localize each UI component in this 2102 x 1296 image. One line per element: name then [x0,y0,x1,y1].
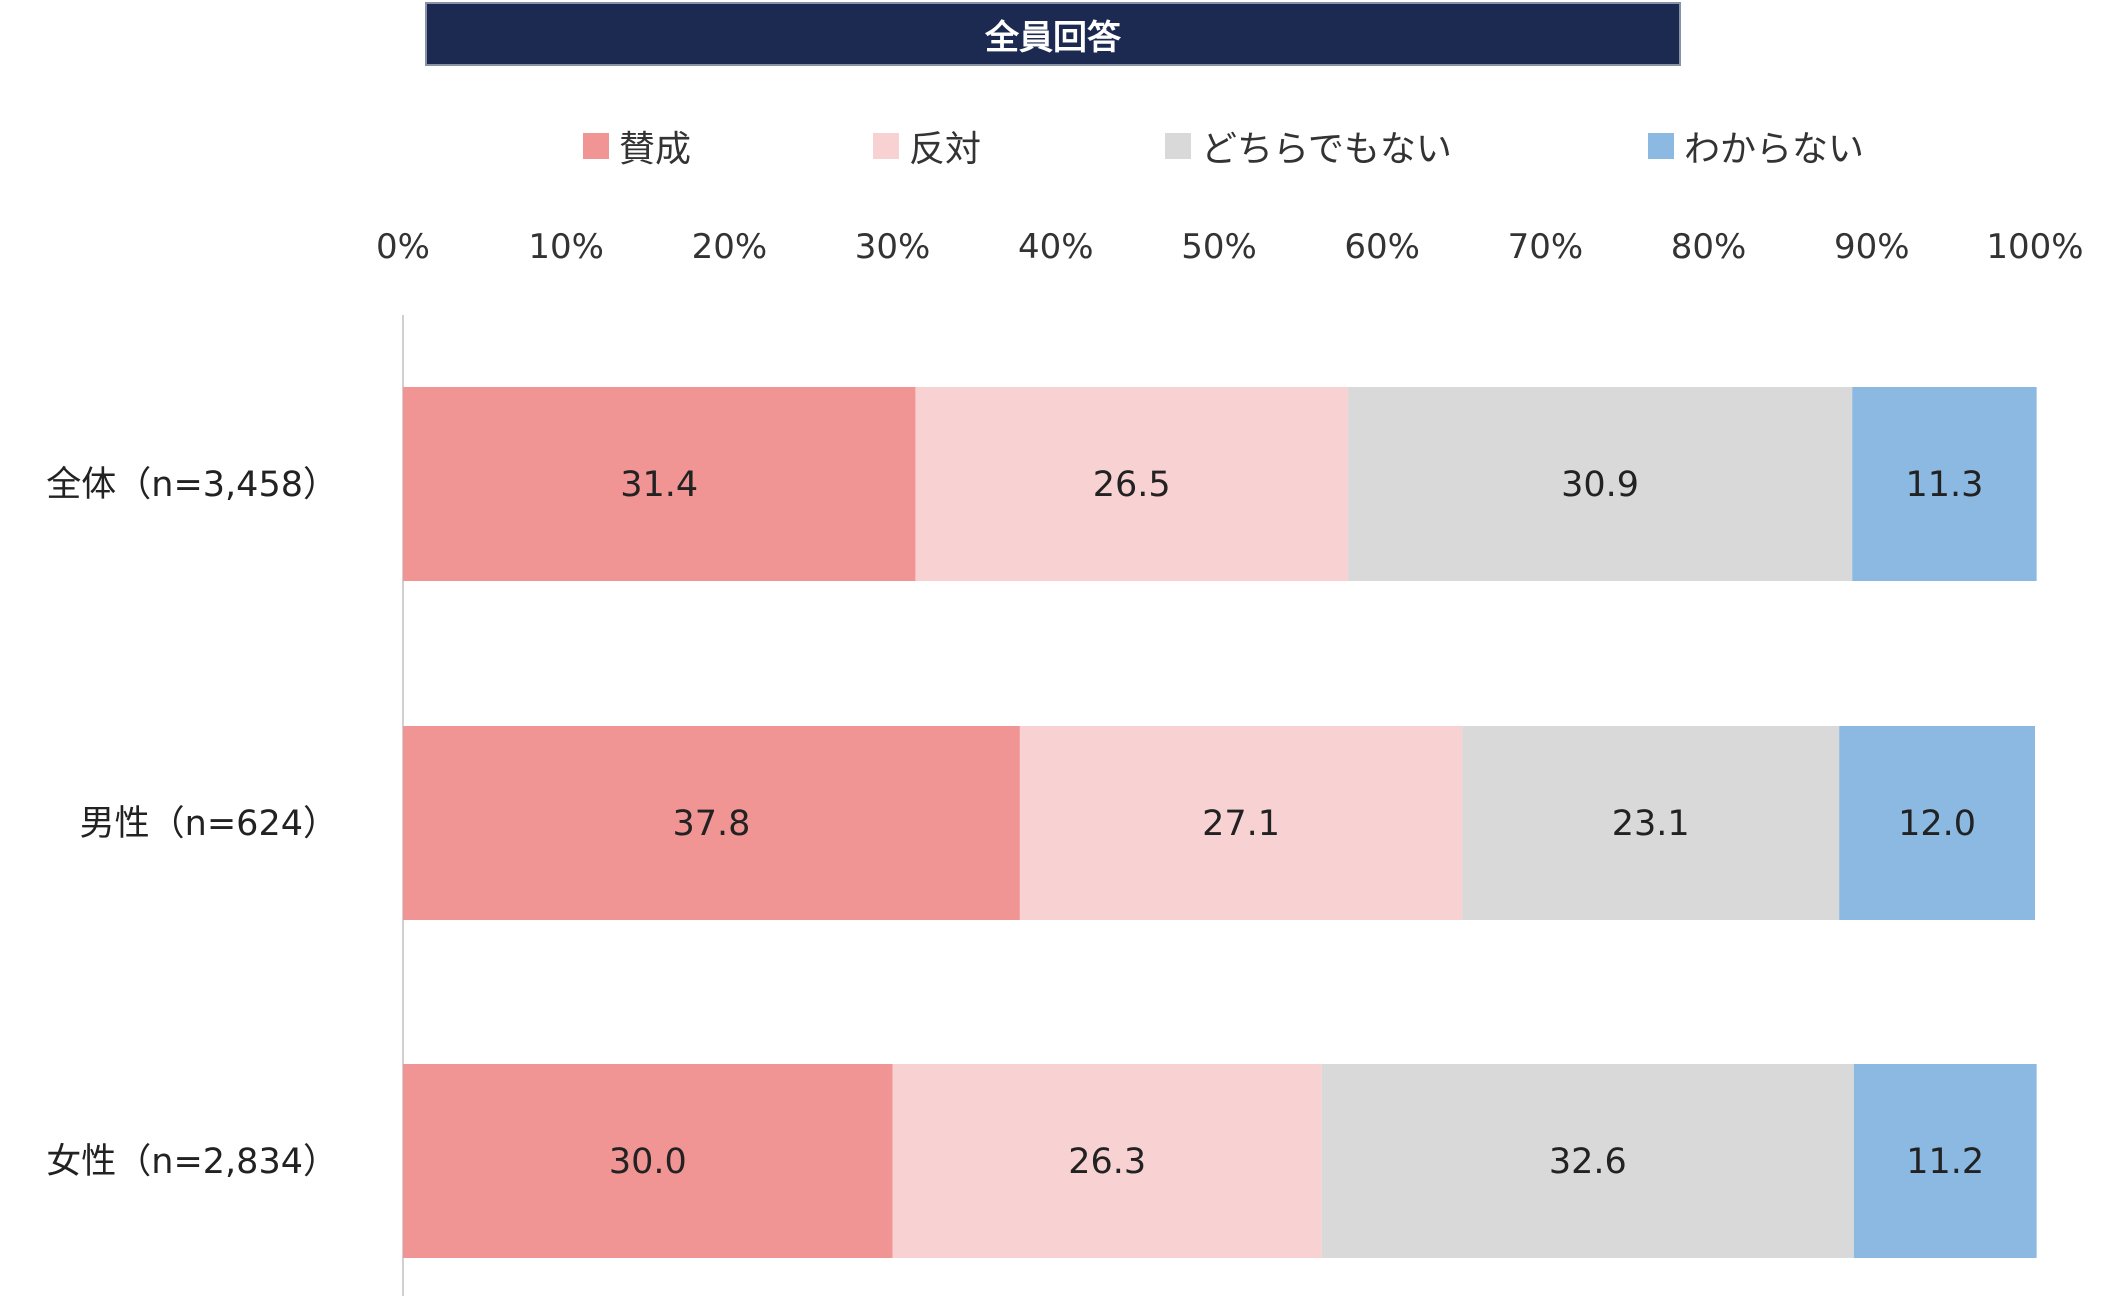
legend-item-agree: 賛成 [583,118,691,174]
data-label: 27.1 [1202,804,1280,844]
bar-segment [915,387,1348,581]
x-tick-label: 100% [1986,227,2083,267]
data-label: 26.3 [1068,1142,1146,1182]
data-label: 30.0 [609,1142,687,1182]
bar-segment [403,726,1020,920]
x-tick-label: 20% [692,227,768,267]
legend-swatch [1648,133,1674,159]
legend-swatch [583,133,609,159]
category-label: 男性（n=624） [80,804,338,844]
bar-segment [403,1064,893,1258]
bar-segment [1852,387,2037,581]
bar-segment [403,387,916,581]
data-label: 26.5 [1093,465,1171,505]
bar-segment [1019,726,1463,920]
x-tick-label: 70% [1508,227,1584,267]
data-label: 12.0 [1898,804,1976,844]
legend-label: わからない [1684,129,1865,170]
x-tick-label: 40% [1018,227,1094,267]
x-tick-label: 90% [1834,227,1910,267]
bar-segment [1853,1064,2037,1258]
x-tick-label: 50% [1181,227,1257,267]
legend: 賛成 反対 どちらでもない わからない [0,118,2102,174]
bar-segment [1839,726,2035,920]
x-tick-label: 60% [1344,227,1420,267]
data-label: 11.2 [1906,1142,1984,1182]
legend-label: 反対 [909,129,982,170]
data-label: 31.4 [620,465,698,505]
x-tick-label: 0% [376,227,430,267]
legend-item-unknown: わからない [1648,118,1864,174]
bar-segment [1321,1064,1854,1258]
bar-segment [892,1064,1322,1258]
category-label: 女性（n=2,834） [46,1142,338,1182]
bar-segment [1347,387,1853,581]
data-label: 11.3 [1905,465,1983,505]
data-label: 30.9 [1561,465,1639,505]
data-label: 23.1 [1612,804,1690,844]
legend-swatch [1165,133,1191,159]
legend-swatch [873,133,899,159]
chart-title: 全員回答 [425,2,1681,66]
data-label: 32.6 [1549,1142,1627,1182]
legend-label: 賛成 [619,129,692,170]
bar-segment [1462,726,1840,920]
legend-label: どちらでもない [1201,129,1452,170]
data-label: 37.8 [672,804,750,844]
category-label: 全体（n=3,458） [46,465,338,505]
legend-item-oppose: 反対 [873,118,981,174]
legend-item-neither: どちらでもない [1165,118,1452,174]
x-tick-label: 30% [855,227,931,267]
x-tick-label: 80% [1671,227,1747,267]
x-tick-label: 10% [528,227,604,267]
